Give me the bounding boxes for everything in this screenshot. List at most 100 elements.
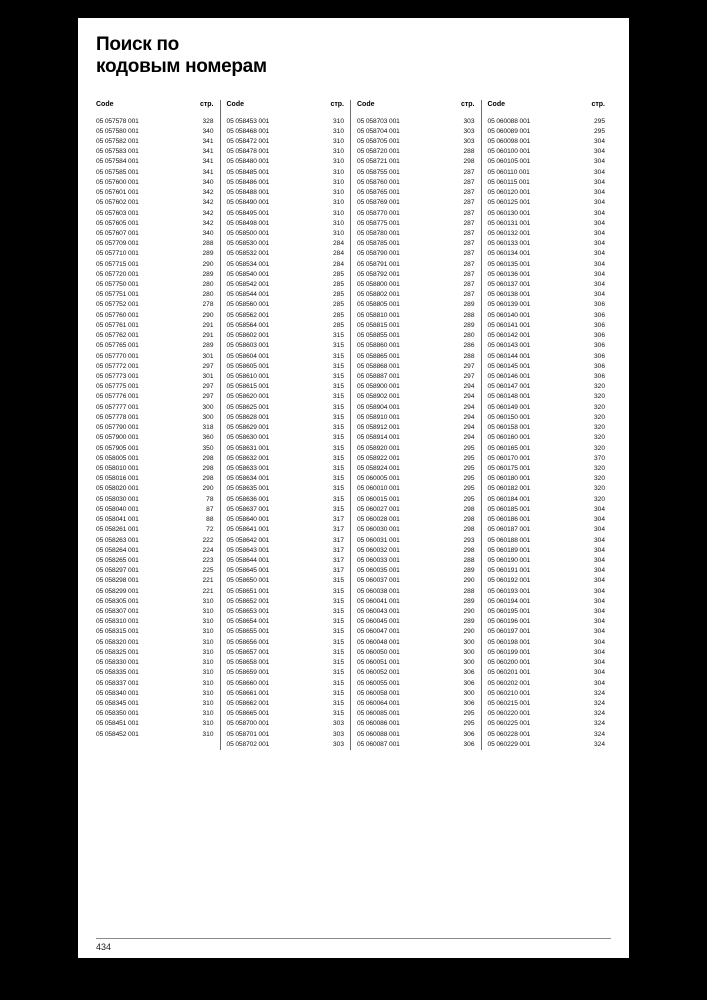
index-row: 05 060192 001304	[488, 576, 606, 586]
index-row: 05 058721 001298	[357, 157, 475, 167]
page-value: 320	[594, 413, 605, 423]
page-value: 315	[333, 444, 344, 454]
code-value: 05 060089 001	[488, 127, 531, 137]
index-row: 05 060130 001304	[488, 209, 606, 219]
index-row: 05 058900 001294	[357, 382, 475, 392]
index-row: 05 058865 001288	[357, 352, 475, 362]
code-value: 05 060115 001	[488, 178, 530, 188]
code-value: 05 060191 001	[488, 566, 531, 576]
code-value: 05 058805 001	[357, 300, 400, 310]
page-value: 88	[206, 515, 213, 525]
page-value: 300	[463, 648, 474, 658]
index-row: 05 058700 001303	[227, 719, 345, 729]
page-value: 306	[463, 668, 474, 678]
page-value: 304	[594, 168, 605, 178]
code-value: 05 058534 001	[227, 260, 270, 270]
code-value: 05 060220 001	[488, 709, 531, 719]
code-value: 05 058860 001	[357, 341, 400, 351]
code-value: 05 057585 001	[96, 168, 139, 178]
header-page-label: стр.	[591, 100, 605, 111]
index-row: 05 058922 001295	[357, 454, 475, 464]
code-value: 05 058635 001	[227, 484, 270, 494]
code-value: 05 060045 001	[357, 617, 400, 627]
index-row: 05 058468 001310	[227, 127, 345, 137]
code-value: 05 057761 001	[96, 321, 139, 331]
code-value: 05 058532 001	[227, 249, 270, 259]
index-row: 05 058629 001315	[227, 423, 345, 433]
page-value: 287	[463, 239, 474, 249]
code-value: 05 057905 001	[96, 444, 139, 454]
code-value: 05 058604 001	[227, 352, 270, 362]
code-value: 05 058644 001	[227, 556, 270, 566]
index-row: 05 060135 001304	[488, 260, 606, 270]
code-value: 05 060195 001	[488, 607, 531, 617]
page-value: 310	[202, 679, 213, 689]
page-value: 315	[333, 331, 344, 341]
page-value: 315	[333, 699, 344, 709]
index-row: 05 058645 001317	[227, 566, 345, 576]
index-row: 05 060088 001306	[357, 730, 475, 740]
index-row: 05 058315 001310	[96, 627, 214, 637]
code-value: 05 060131 001	[488, 219, 531, 229]
index-row: 05 060229 001324	[488, 740, 606, 750]
page-value: 290	[202, 260, 213, 270]
index-row: 05 058631 001315	[227, 444, 345, 454]
code-value: 05 058305 001	[96, 597, 139, 607]
code-value: 05 057578 001	[96, 117, 139, 127]
code-value: 05 058298 001	[96, 576, 139, 586]
title-line-2: кодовым номерам	[96, 56, 267, 77]
page-value: 320	[594, 474, 605, 484]
code-value: 05 057776 001	[96, 392, 139, 402]
page-value: 304	[594, 617, 605, 627]
page-value: 301	[202, 372, 213, 382]
page-value: 287	[463, 188, 474, 198]
code-value: 05 058665 001	[227, 709, 270, 719]
code-value: 05 058005 001	[96, 454, 139, 464]
index-row: 05 060160 001320	[488, 433, 606, 443]
code-value: 05 060160 001	[488, 433, 531, 443]
code-value: 05 058914 001	[357, 433, 400, 443]
index-row: 05 057583 001341	[96, 147, 214, 157]
index-column: Codeстр.05 058703 00130305 058704 001303…	[350, 100, 481, 750]
page-value: 222	[202, 536, 213, 546]
index-row: 05 057765 001289	[96, 341, 214, 351]
code-value: 05 058030 001	[96, 495, 139, 505]
code-value: 05 060033 001	[357, 556, 400, 566]
code-value: 05 060145 001	[488, 362, 531, 372]
code-value: 05 060139 001	[488, 300, 531, 310]
page-value: 306	[594, 341, 605, 351]
code-value: 05 060125 001	[488, 198, 531, 208]
code-value: 05 058760 001	[357, 178, 400, 188]
page-value: 287	[463, 260, 474, 270]
column-header: Codeстр.	[488, 100, 606, 111]
index-row: 05 057760 001290	[96, 311, 214, 321]
page-value: 288	[463, 587, 474, 597]
index-row: 05 058914 001294	[357, 433, 475, 443]
code-value: 05 057762 001	[96, 331, 139, 341]
index-row: 05 058785 001287	[357, 239, 475, 249]
index-row: 05 060015 001295	[357, 495, 475, 505]
page-value: 295	[463, 484, 474, 494]
page-value: 295	[463, 454, 474, 464]
index-row: 05 057603 001342	[96, 209, 214, 219]
page-value: 297	[202, 362, 213, 372]
index-row: 05 058635 001315	[227, 484, 345, 494]
code-value: 05 060147 001	[488, 382, 531, 392]
index-row: 05 060210 001324	[488, 689, 606, 699]
code-value: 05 060192 001	[488, 576, 531, 586]
index-row: 05 060086 001295	[357, 719, 475, 729]
index-row: 05 058041 00188	[96, 515, 214, 525]
code-value: 05 060058 001	[357, 689, 400, 699]
code-value: 05 060051 001	[357, 658, 400, 668]
code-value: 05 058658 001	[227, 658, 270, 668]
page-value: 342	[202, 198, 213, 208]
page-value: 315	[333, 454, 344, 464]
index-row: 05 058310 001310	[96, 617, 214, 627]
index-row: 05 057773 001301	[96, 372, 214, 382]
code-value: 05 060146 001	[488, 372, 531, 382]
index-row: 05 057709 001288	[96, 239, 214, 249]
code-value: 05 060187 001	[488, 525, 531, 535]
index-row: 05 060197 001304	[488, 627, 606, 637]
page-value: 287	[463, 249, 474, 259]
page-value: 285	[333, 311, 344, 321]
